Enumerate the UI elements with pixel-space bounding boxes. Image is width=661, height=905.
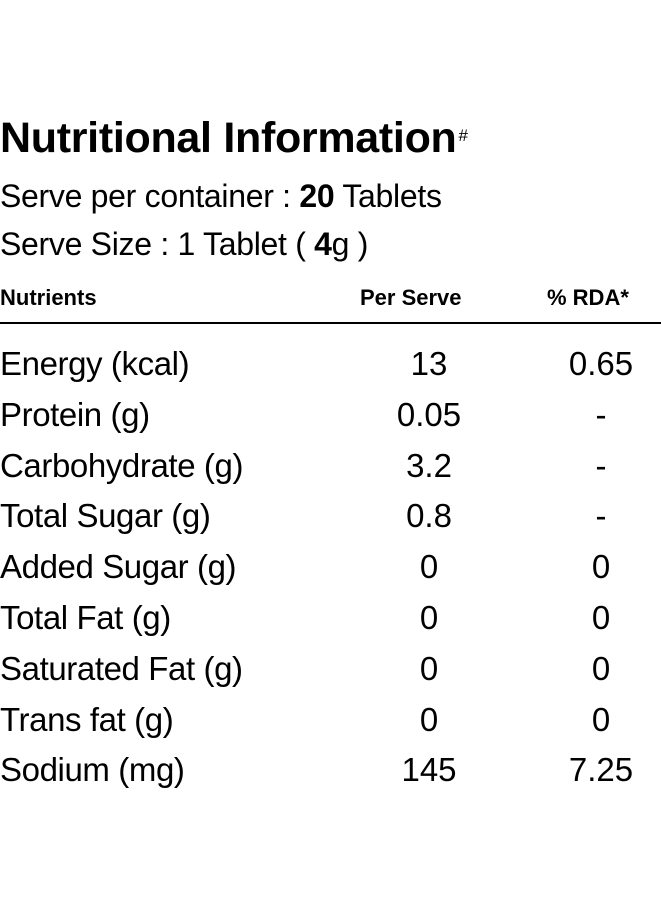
header-per-serve: Per Serve bbox=[360, 285, 462, 310]
table-row: Saturated Fat (g) 0 0 bbox=[0, 644, 661, 695]
per-serve-value: 13 bbox=[410, 345, 448, 382]
serve-size-label: Serve Size : 1 Tablet ( bbox=[0, 226, 315, 262]
nutrient-name: Energy (kcal) bbox=[0, 345, 190, 382]
rda-value: 0 bbox=[591, 598, 611, 636]
rda-value: 0.65 bbox=[568, 345, 634, 382]
per-serve-value: 0.05 bbox=[396, 395, 462, 433]
header-rda: % RDA* bbox=[547, 285, 629, 310]
nutrient-name: Saturated Fat (g) bbox=[0, 649, 243, 687]
serve-per-container-unit: Tablets bbox=[334, 178, 442, 214]
rda-value: 7.25 bbox=[568, 751, 634, 789]
table-row: Added Sugar (g) 0 0 bbox=[0, 542, 661, 593]
serve-per-container: Serve per container : 20 Tablets bbox=[0, 176, 442, 216]
header-divider bbox=[0, 322, 661, 324]
serve-size-value: 4 bbox=[314, 226, 332, 262]
table-row: Trans fat (g) 0 0 bbox=[0, 695, 661, 746]
rda-value: 0 bbox=[591, 649, 611, 687]
table-row: Energy (kcal) 13 0.65 bbox=[0, 339, 661, 390]
rda-value: 0 bbox=[591, 548, 611, 586]
nutrient-table-body: Energy (kcal) 13 0.65 Protein (g) 0.05 -… bbox=[0, 339, 661, 796]
serve-size: Serve Size : 1 Tablet ( 4g ) bbox=[0, 224, 368, 264]
table-row: Protein (g) 0.05 - bbox=[0, 390, 661, 441]
nutrient-name: Trans fat (g) bbox=[0, 700, 174, 738]
table-row: Total Fat (g) 0 0 bbox=[0, 593, 661, 644]
serve-size-unit: g ) bbox=[331, 226, 369, 262]
rda-value: - bbox=[595, 395, 607, 433]
per-serve-value: 0 bbox=[419, 598, 439, 636]
title-text: Nutritional Information bbox=[0, 114, 457, 162]
rda-value: - bbox=[595, 446, 607, 484]
serve-per-container-count: 20 bbox=[299, 178, 335, 214]
panel-title: Nutritional Information # bbox=[0, 112, 468, 164]
rda-value: - bbox=[595, 497, 607, 535]
table-header: Nutrients Per Serve % RDA* bbox=[0, 281, 661, 315]
per-serve-value: 3.2 bbox=[406, 446, 452, 484]
table-row: Total Sugar (g) 0.8 - bbox=[0, 491, 661, 542]
nutrient-name: Sodium (mg) bbox=[0, 751, 185, 789]
header-nutrients: Nutrients bbox=[0, 285, 97, 310]
serve-per-container-label: Serve per container : bbox=[0, 178, 300, 214]
table-row: Carbohydrate (g) 3.2 - bbox=[0, 441, 661, 492]
rda-value: 0 bbox=[591, 700, 611, 738]
nutrient-name: Carbohydrate (g) bbox=[0, 446, 244, 484]
nutrient-name: Total Sugar (g) bbox=[0, 497, 211, 535]
nutrient-name: Protein (g) bbox=[0, 395, 150, 433]
per-serve-value: 0.8 bbox=[406, 497, 452, 535]
nutrient-name: Total Fat (g) bbox=[0, 598, 171, 636]
per-serve-value: 145 bbox=[401, 751, 457, 789]
nutrient-name: Added Sugar (g) bbox=[0, 548, 237, 586]
table-row: Sodium (mg) 145 7.25 bbox=[0, 745, 661, 796]
title-footnote-mark: # bbox=[458, 126, 468, 145]
per-serve-value: 0 bbox=[419, 548, 439, 586]
per-serve-value: 0 bbox=[419, 649, 439, 687]
per-serve-value: 0 bbox=[419, 700, 439, 738]
